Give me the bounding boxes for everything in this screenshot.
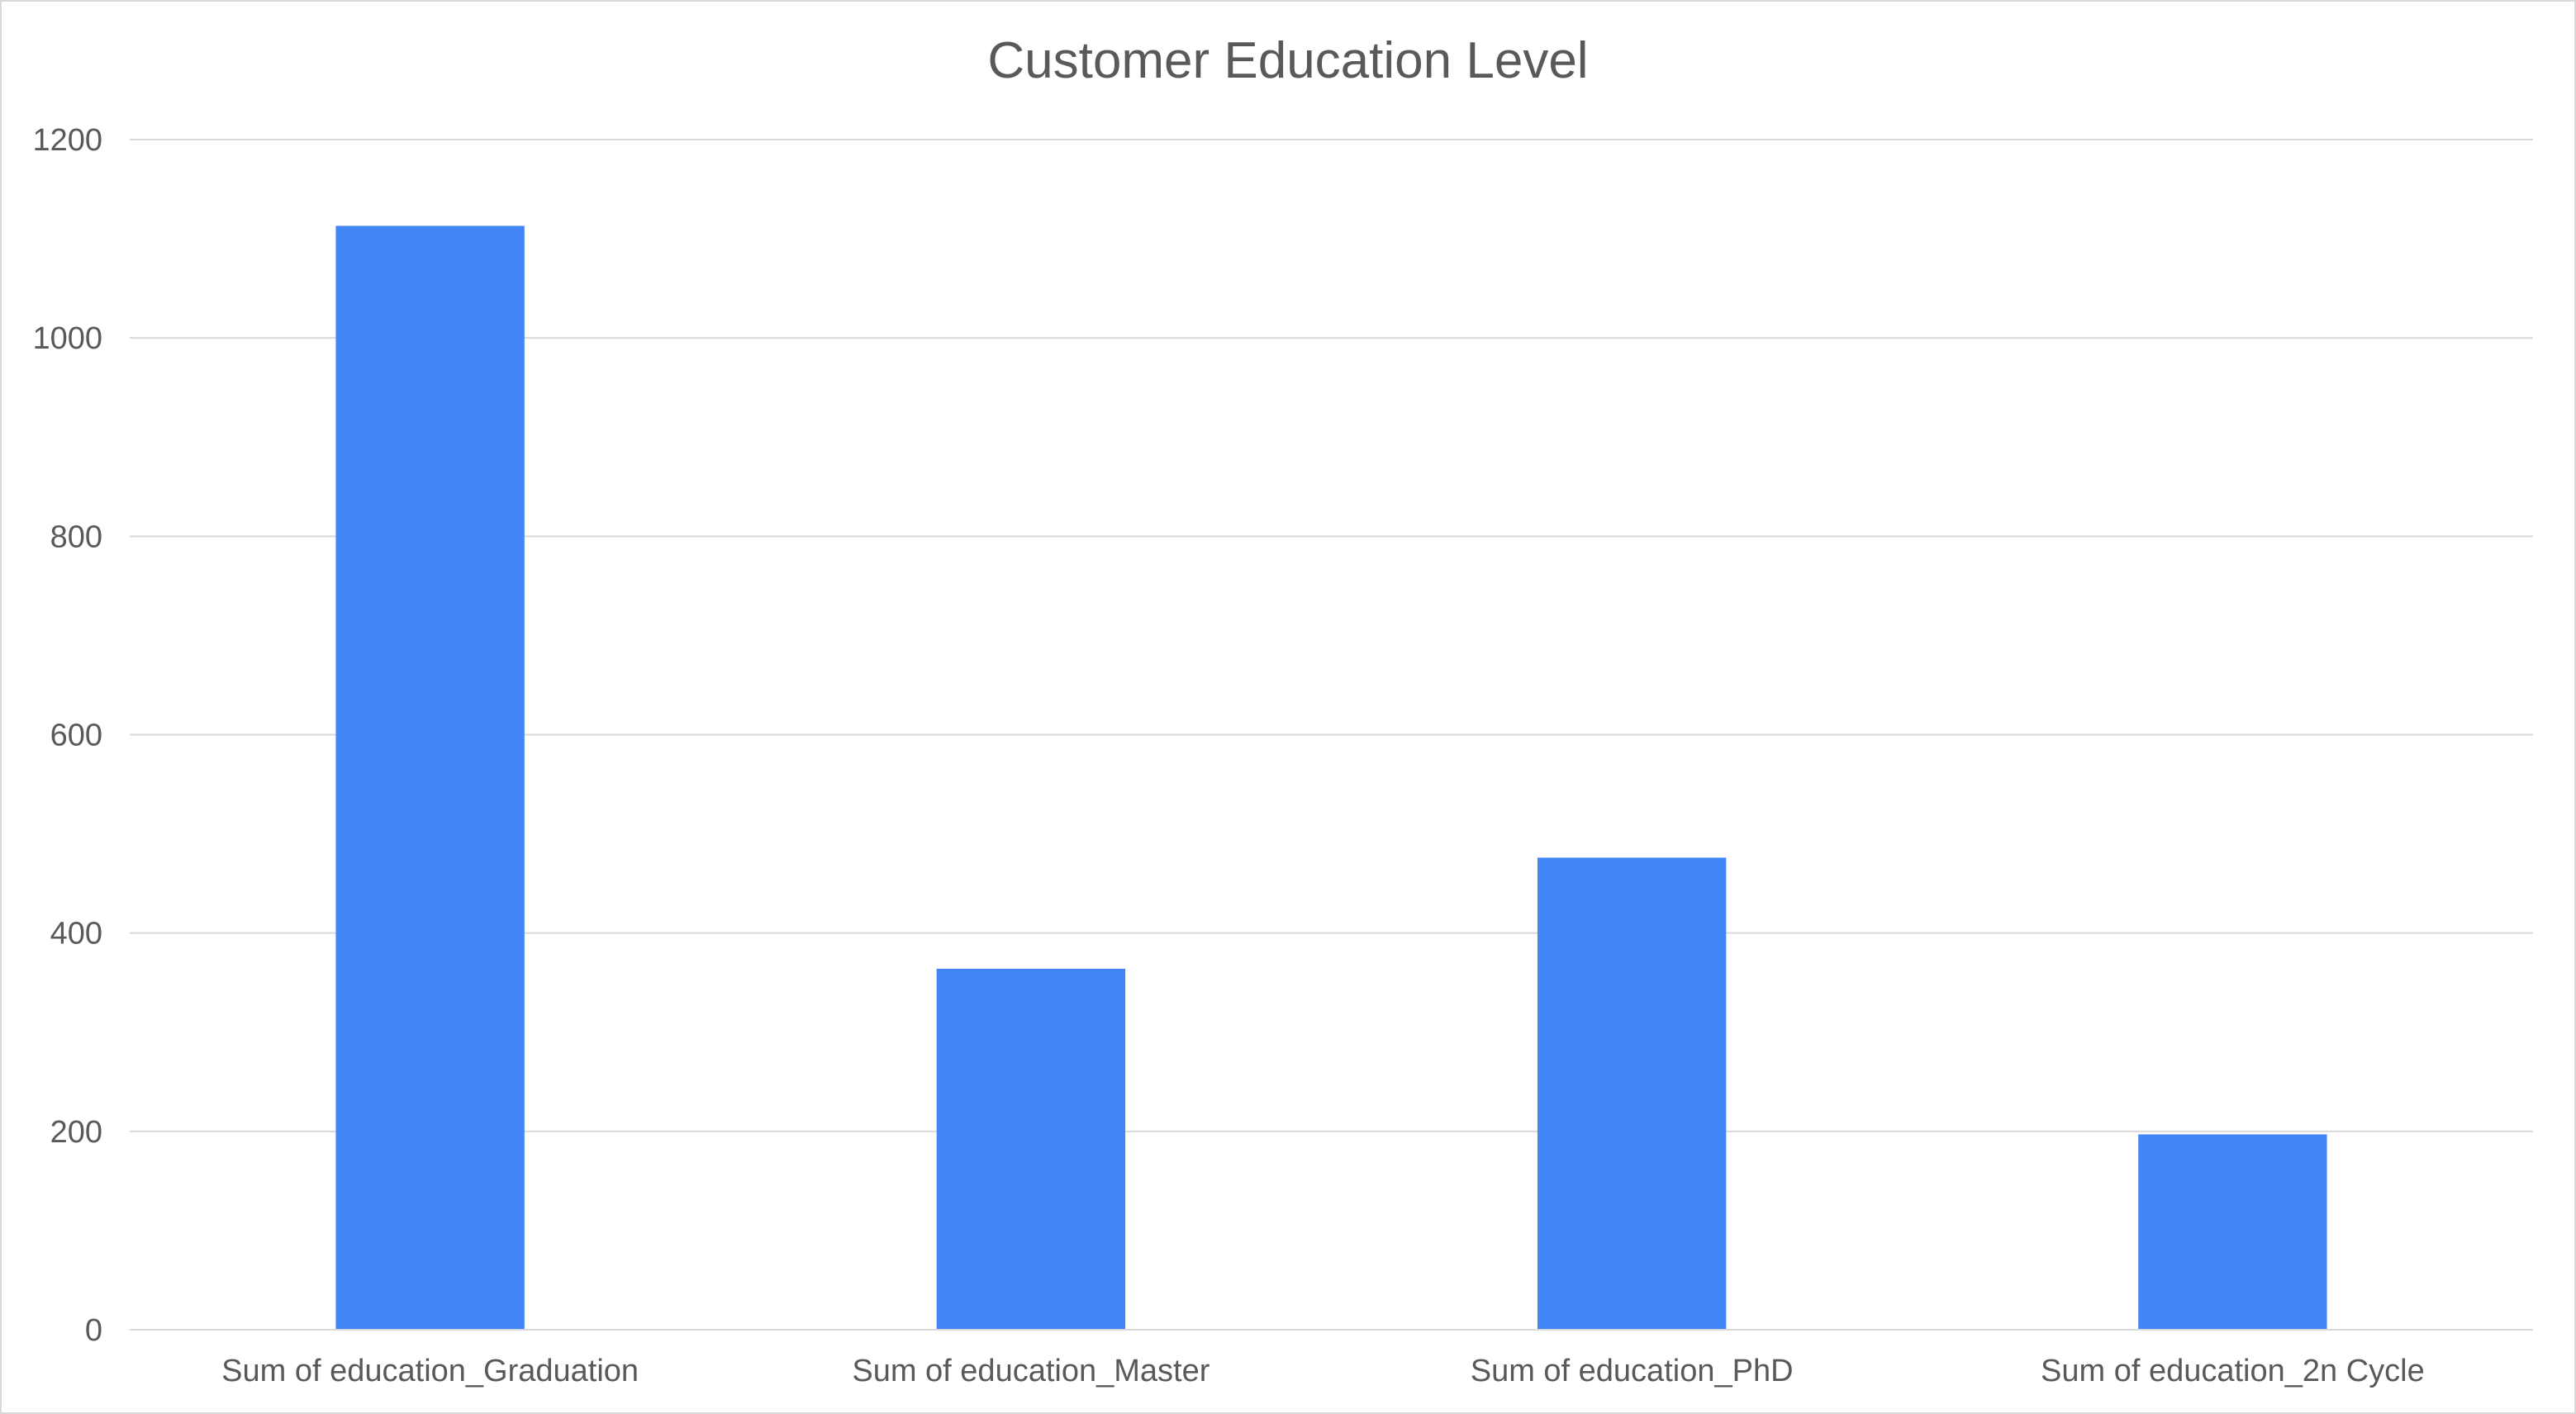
x-category-label: Sum of education_PhD [1471, 1354, 1794, 1388]
y-tick-label: 400 [50, 917, 102, 951]
x-axis-category-labels: Sum of education_Graduation Sum of educat… [221, 1354, 2425, 1388]
gridlines [130, 139, 2533, 1132]
x-category-label: Sum of education_Master [852, 1354, 1210, 1388]
y-tick-label: 0 [85, 1313, 102, 1348]
bar [2138, 1134, 2327, 1330]
y-tick-label: 1200 [32, 123, 102, 158]
y-axis-tick-labels: 0 200 400 600 800 1000 1200 [32, 123, 102, 1348]
y-tick-label: 1000 [32, 321, 102, 356]
x-category-label: Sum of education_2n Cycle [2041, 1354, 2425, 1388]
bar [1537, 857, 1727, 1330]
chart-title: Customer Education Level [987, 32, 1588, 89]
x-category-label: Sum of education_Graduation [221, 1354, 639, 1388]
bar [936, 968, 1126, 1330]
y-tick-label: 800 [50, 520, 102, 554]
y-tick-label: 600 [50, 719, 102, 753]
bars [335, 225, 2327, 1330]
bar [335, 225, 525, 1330]
y-tick-label: 200 [50, 1115, 102, 1150]
